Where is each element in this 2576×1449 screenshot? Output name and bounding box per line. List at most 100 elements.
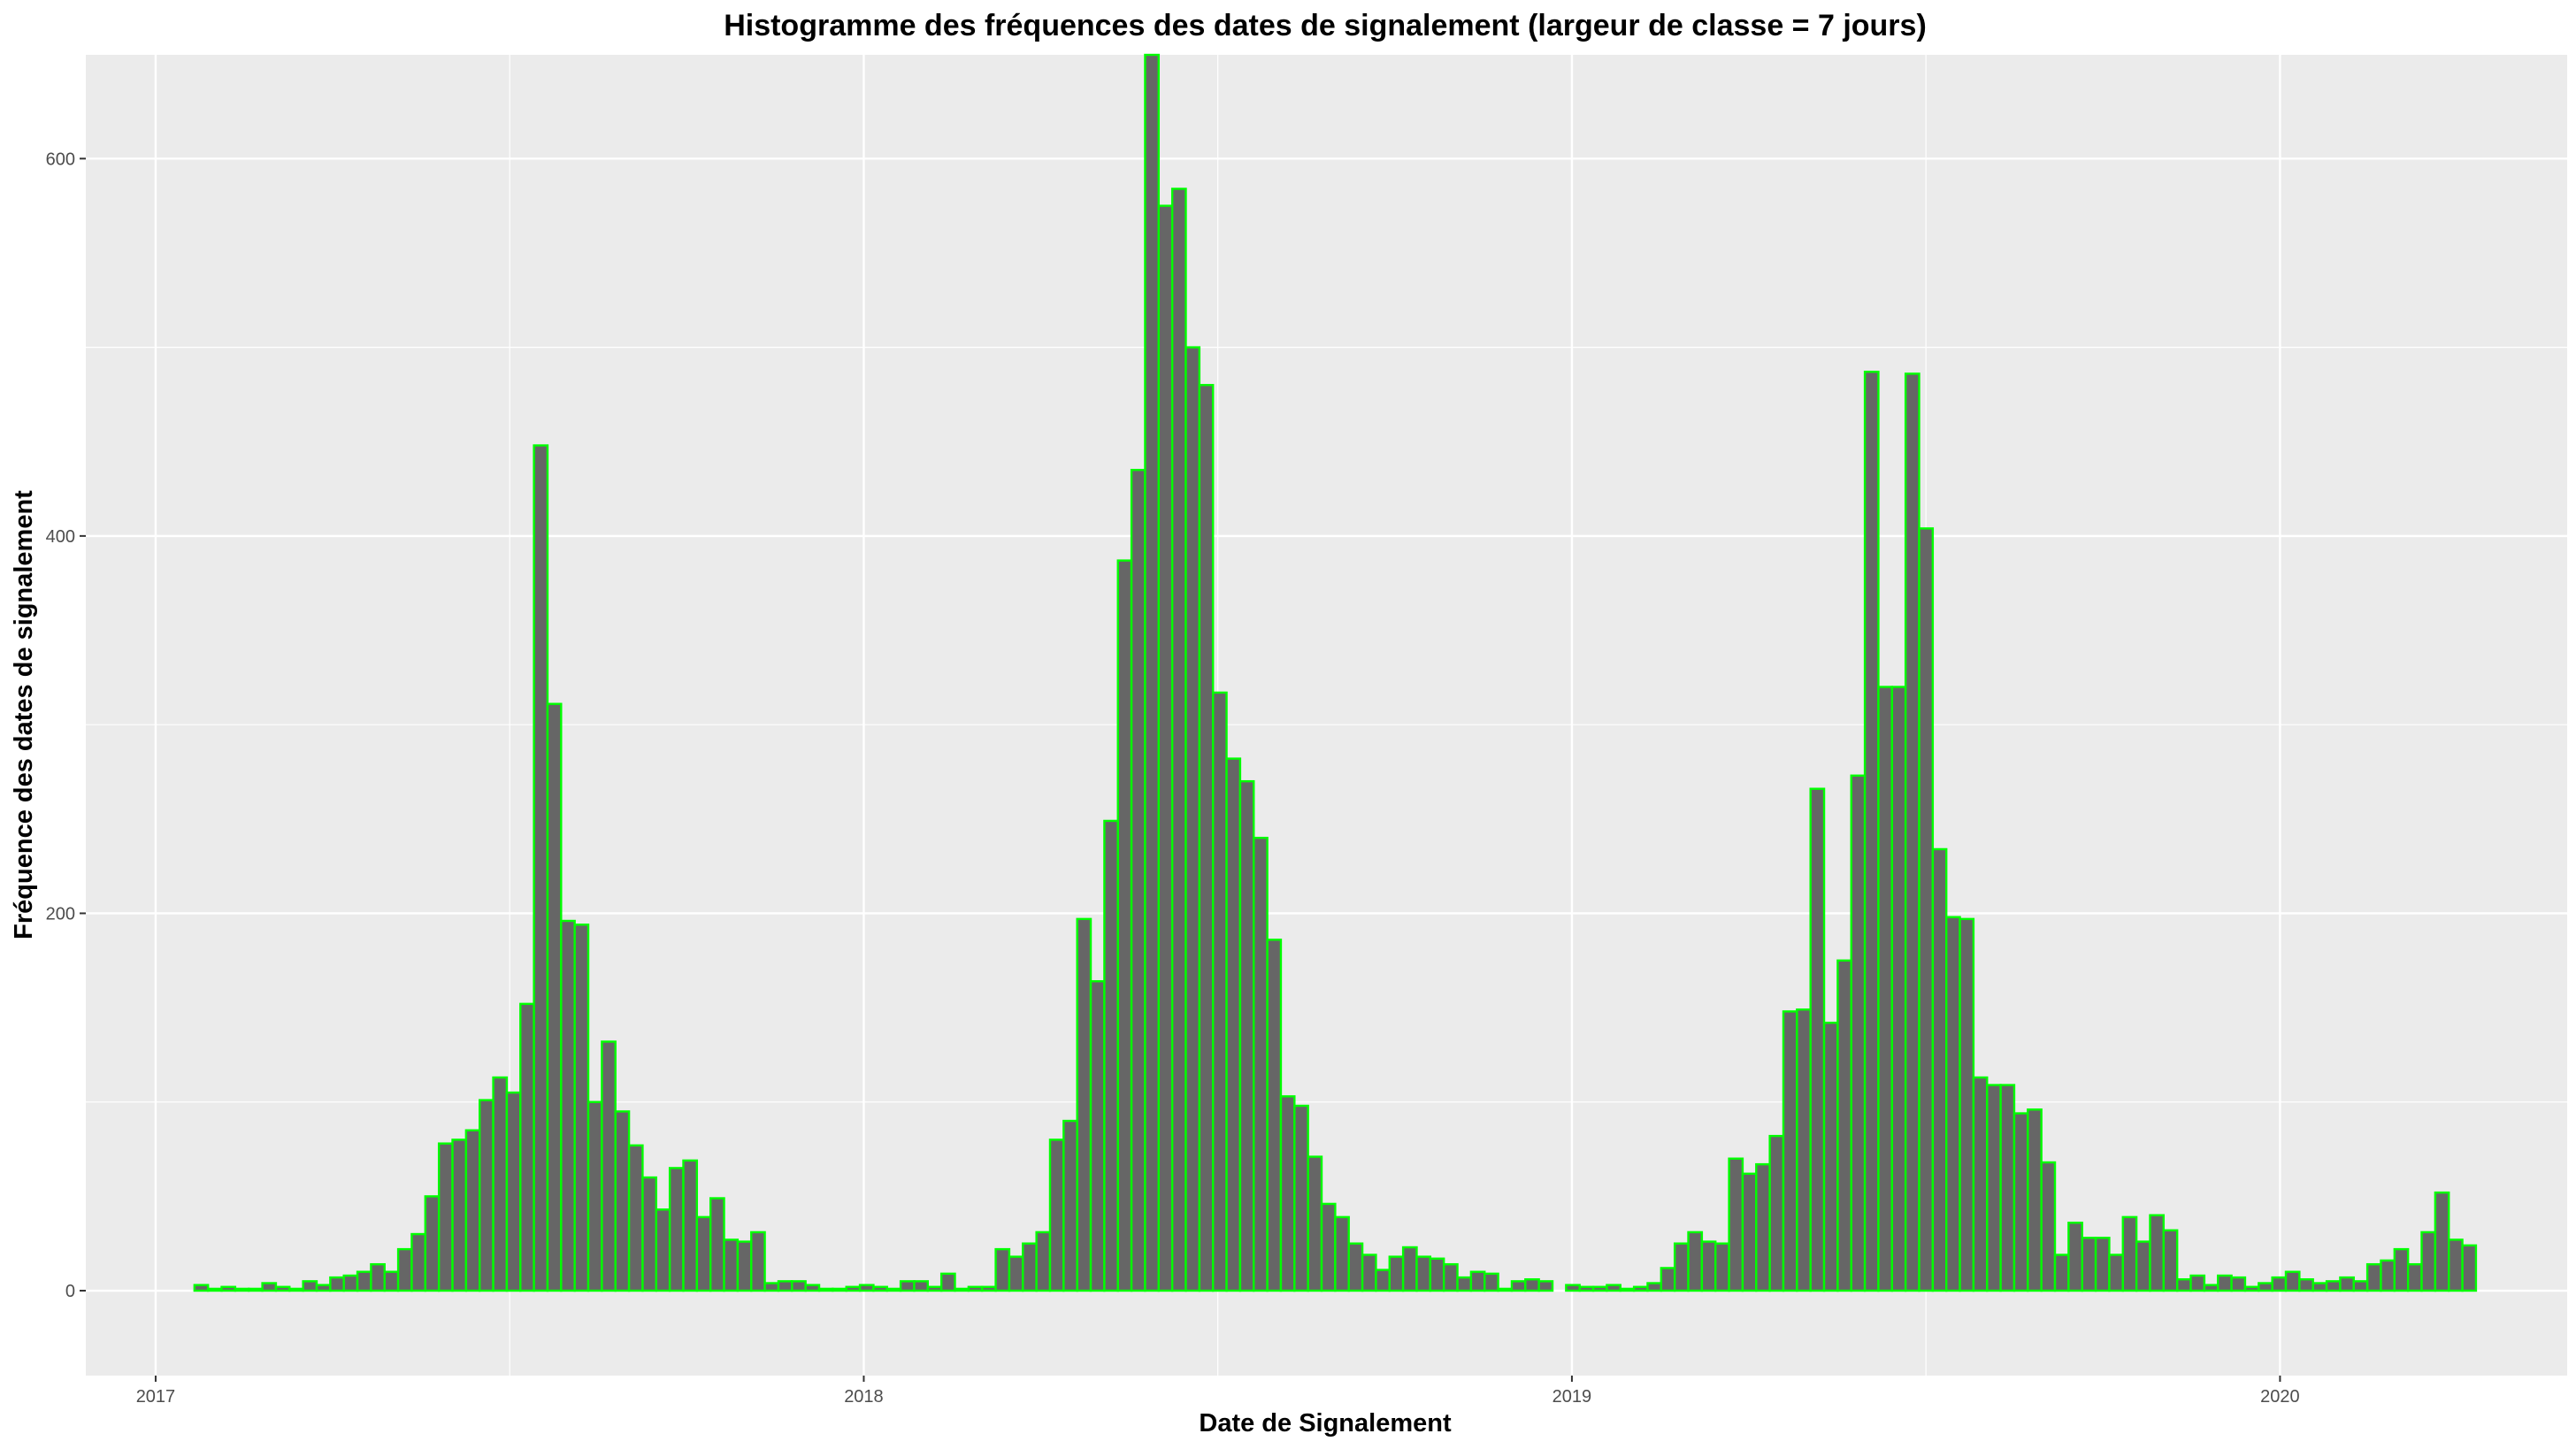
histogram-bar <box>763 1282 780 1292</box>
histogram-bar <box>410 1232 426 1292</box>
histogram-bar <box>2203 1284 2220 1292</box>
histogram-bar <box>2339 1276 2355 1292</box>
histogram-bar <box>1375 1269 1391 1292</box>
histogram-bar <box>1415 1255 1432 1292</box>
histogram-bar <box>668 1167 685 1292</box>
histogram-bar <box>1850 774 1867 1292</box>
histogram-bar <box>939 1272 956 1292</box>
histogram-bar <box>695 1215 712 1292</box>
histogram-bar <box>383 1270 400 1292</box>
histogram-bar <box>519 1002 535 1292</box>
histogram-bar <box>777 1280 794 1292</box>
histogram-bar <box>1307 1155 1323 1292</box>
histogram-bar <box>2108 1254 2124 1292</box>
histogram-bar <box>899 1280 916 1292</box>
histogram-bar <box>1266 939 1283 1292</box>
chart-title: Histogramme des fréquences des dates de … <box>724 9 1927 42</box>
histogram-bar <box>627 1144 644 1292</box>
histogram-bar <box>1809 787 1826 1292</box>
histogram-bar <box>505 1091 522 1292</box>
histogram-bar <box>1022 1242 1038 1292</box>
histogram-bar <box>655 1208 671 1292</box>
histogram-bar <box>1184 346 1201 1292</box>
histogram-bar <box>573 924 590 1292</box>
histogram-bar <box>1918 527 1935 1292</box>
histogram-bar <box>1714 1242 1730 1292</box>
histogram-bar <box>2040 1161 2057 1292</box>
histogram-bar <box>1089 980 1106 1292</box>
histogram-bar <box>1401 1246 1418 1292</box>
histogram-bar <box>451 1138 468 1292</box>
histogram-bar <box>220 1285 237 1292</box>
histogram-bar <box>1076 917 1092 1292</box>
histogram-bar <box>1822 1021 1839 1292</box>
histogram-bar <box>1700 1240 1717 1292</box>
histogram-bar <box>1347 1242 1364 1292</box>
x-tick-label: 2018 <box>844 1387 884 1407</box>
histogram-bar <box>2027 1108 2043 1292</box>
histogram-bar <box>2461 1244 2478 1292</box>
histogram-bar <box>817 1287 834 1292</box>
histogram-bar <box>586 1100 603 1292</box>
histogram-bar <box>560 919 576 1292</box>
histogram-bar <box>533 444 549 1292</box>
histogram-bar <box>858 1284 875 1292</box>
histogram-bar <box>791 1280 807 1292</box>
histogram-bar <box>2217 1274 2233 1292</box>
histogram-bar <box>492 1076 509 1292</box>
histogram-bar <box>248 1287 264 1292</box>
histogram-bar <box>1904 372 1920 1292</box>
histogram-bar <box>1212 691 1228 1292</box>
y-tick-label: 600 <box>46 150 75 169</box>
histogram-bar <box>1863 371 1880 1292</box>
histogram-bar <box>926 1285 943 1292</box>
histogram-bar <box>1170 188 1187 1292</box>
histogram-bar <box>2012 1112 2029 1292</box>
histogram-bar <box>2149 1214 2166 1292</box>
histogram-bar <box>1008 1255 1024 1292</box>
histogram-bar <box>2312 1282 2328 1292</box>
histogram-bar <box>1062 1119 1078 1292</box>
histogram-bar <box>1320 1202 1337 1292</box>
histogram-bar <box>1619 1287 1636 1292</box>
histogram-bar <box>1728 1157 1744 1292</box>
histogram-bar <box>2162 1229 2179 1292</box>
histogram-bar <box>2393 1247 2410 1292</box>
histogram-bar <box>872 1285 888 1292</box>
histogram-bar <box>601 1040 617 1292</box>
histogram-bar <box>2230 1276 2247 1292</box>
histogram-bar <box>2135 1240 2151 1292</box>
histogram-bar <box>424 1195 441 1292</box>
histogram-bar <box>1836 959 1852 1292</box>
histogram-bar <box>2325 1280 2342 1292</box>
histogram-bar <box>1035 1230 1052 1292</box>
histogram-bar <box>1484 1272 1499 1292</box>
histogram-bar <box>2175 1278 2192 1292</box>
y-axis-ticks: 0 200 400 600 <box>46 150 86 1301</box>
histogram-bar <box>1687 1230 1704 1292</box>
histogram-bar <box>1334 1215 1350 1292</box>
histogram-bar <box>2258 1282 2273 1292</box>
histogram-bar <box>967 1285 984 1292</box>
histogram-bar <box>1945 916 1961 1292</box>
histogram-bar <box>261 1282 278 1292</box>
histogram-bar <box>614 1110 631 1292</box>
histogram-bar <box>1578 1285 1595 1292</box>
histogram-bar <box>1293 1104 1309 1292</box>
histogram-bar <box>1673 1242 1690 1292</box>
y-tick-label: 400 <box>46 527 75 547</box>
histogram-bar <box>479 1099 494 1292</box>
histogram-bar <box>193 1284 210 1292</box>
histogram-bar <box>1157 204 1174 1292</box>
histogram-bar <box>234 1287 250 1292</box>
histogram-bar <box>804 1284 821 1292</box>
histogram-bar <box>1796 1008 1812 1292</box>
histogram-bar <box>709 1197 725 1292</box>
histogram-bar <box>1741 1172 1758 1292</box>
histogram-bar <box>1144 53 1160 1292</box>
histogram-bar <box>1660 1267 1676 1292</box>
histogram-bar <box>2081 1237 2097 1292</box>
histogram-bar <box>1632 1285 1649 1292</box>
histogram-bar <box>1999 1084 2016 1292</box>
histogram-bar <box>2053 1254 2070 1292</box>
